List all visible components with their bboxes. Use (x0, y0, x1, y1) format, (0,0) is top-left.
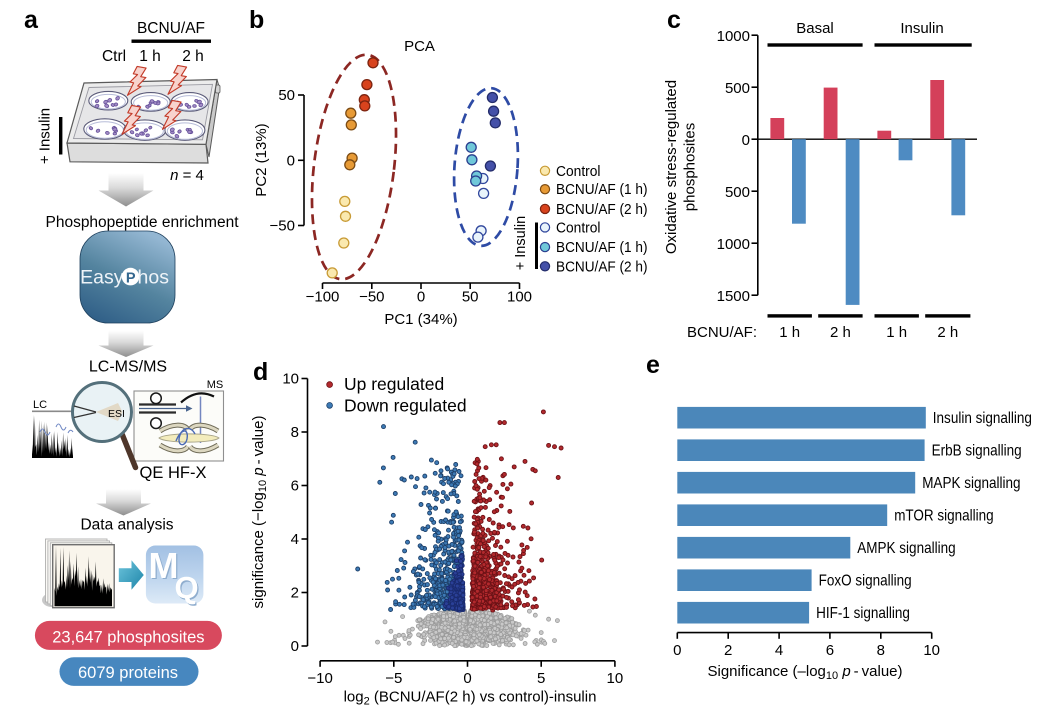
svg-text:2 h: 2 h (830, 324, 851, 341)
svg-text:hos: hos (138, 267, 170, 289)
svg-text:Phosphopeptide enrichment: Phosphopeptide enrichment (45, 214, 239, 231)
svg-text:phosphosites: phosphosites (682, 123, 699, 211)
svg-text:100: 100 (507, 289, 532, 306)
svg-text:1000: 1000 (717, 28, 750, 45)
svg-text:d: d (253, 358, 268, 386)
svg-text:0: 0 (673, 642, 681, 659)
svg-text:50: 50 (278, 87, 295, 104)
svg-text:1500: 1500 (717, 288, 750, 305)
svg-text:Control: Control (556, 220, 601, 236)
svg-text:LC: LC (33, 399, 47, 411)
svg-text:b: b (249, 6, 264, 34)
svg-text:Basal: Basal (796, 20, 834, 37)
svg-text:Control: Control (556, 164, 601, 180)
svg-text:mTOR signalling: mTOR signalling (894, 507, 994, 524)
svg-text:a: a (24, 6, 39, 34)
svg-text:8: 8 (291, 424, 299, 441)
svg-text:2 h: 2 h (937, 324, 958, 341)
svg-text:2: 2 (724, 642, 732, 659)
svg-text:Up regulated: Up regulated (344, 374, 444, 394)
svg-text:+ Insulin: + Insulin (513, 216, 529, 270)
svg-text:Easy: Easy (80, 267, 124, 289)
svg-text:Insulin: Insulin (900, 20, 943, 37)
svg-text:Q: Q (176, 571, 200, 606)
svg-text:0: 0 (742, 132, 750, 149)
svg-text:BCNU/AF (2 h): BCNU/AF (2 h) (556, 202, 648, 218)
svg-text:Down regulated: Down regulated (344, 395, 467, 415)
svg-text:BCNU/AF (1 h): BCNU/AF (1 h) (556, 240, 648, 256)
svg-text:PC2 (13%): PC2 (13%) (253, 123, 270, 196)
svg-text:2: 2 (291, 585, 299, 602)
svg-text:BCNU/AF (1 h): BCNU/AF (1 h) (556, 182, 648, 198)
svg-text:Oxidative stress-regulated: Oxidative stress-regulated (663, 80, 680, 254)
svg-text:−5: −5 (385, 670, 402, 687)
svg-text:M: M (149, 545, 179, 586)
svg-text:FoxO signalling: FoxO signalling (819, 572, 912, 589)
svg-text:QE HF-X: QE HF-X (140, 464, 207, 482)
svg-text:1 h: 1 h (139, 48, 161, 65)
svg-text:AMPK signalling: AMPK signalling (857, 540, 955, 557)
svg-text:Data analysis: Data analysis (80, 517, 173, 534)
svg-text:Significance (–log10 p - value: Significance (–log10 p - value) (707, 663, 902, 682)
svg-text:Q: Q (174, 570, 198, 605)
svg-text:BCNU/AF (2 h): BCNU/AF (2 h) (556, 259, 648, 275)
svg-text:MAPK signalling: MAPK signalling (922, 475, 1020, 492)
svg-text:1 h: 1 h (779, 324, 800, 341)
svg-text:1000: 1000 (717, 236, 750, 253)
svg-text:HIF-1 signalling: HIF-1 signalling (816, 605, 910, 622)
svg-text:−50: −50 (359, 289, 384, 306)
svg-text:Ctrl: Ctrl (102, 48, 126, 65)
svg-text:4: 4 (775, 642, 783, 659)
svg-text:50: 50 (462, 289, 479, 306)
svg-text:log2 (BCNU/AF(2 h) vs control): log2 (BCNU/AF(2 h) vs control)-insulin (344, 689, 597, 708)
svg-text:0: 0 (291, 638, 299, 655)
svg-text:LC-MS/MS: LC-MS/MS (89, 359, 167, 376)
svg-text:P: P (126, 270, 136, 286)
svg-text:6: 6 (826, 642, 834, 659)
svg-text:23,647 phosphosites: 23,647 phosphosites (52, 629, 204, 647)
svg-text:4: 4 (291, 531, 299, 548)
svg-text:10: 10 (282, 371, 299, 388)
svg-text:8: 8 (877, 642, 885, 659)
svg-text:0: 0 (417, 289, 425, 306)
svg-text:M: M (150, 546, 180, 587)
svg-text:n = 4: n = 4 (170, 167, 204, 184)
svg-text:2 h: 2 h (182, 48, 204, 65)
svg-text:c: c (667, 6, 681, 34)
svg-text:Insulin signalling: Insulin signalling (933, 410, 1032, 427)
svg-text:BCNU/AF:: BCNU/AF: (687, 324, 757, 341)
svg-text:1 h: 1 h (886, 324, 907, 341)
svg-text:PC1 (34%): PC1 (34%) (384, 311, 457, 328)
svg-text:0: 0 (287, 152, 295, 169)
svg-text:PCA: PCA (404, 38, 435, 55)
svg-text:10: 10 (923, 642, 940, 659)
svg-text:BCNU/AF: BCNU/AF (137, 20, 205, 37)
svg-text:e: e (646, 351, 660, 379)
svg-text:+ Insulin: + Insulin (37, 108, 54, 164)
svg-text:6079 proteins: 6079 proteins (78, 664, 178, 682)
svg-text:0: 0 (463, 670, 471, 687)
svg-text:−100: −100 (306, 289, 340, 306)
svg-text:500: 500 (725, 80, 750, 97)
svg-text:−50: −50 (270, 218, 295, 235)
svg-text:ESI: ESI (108, 408, 125, 420)
svg-text:10: 10 (607, 670, 624, 687)
svg-text:500: 500 (725, 184, 750, 201)
svg-text:6: 6 (291, 478, 299, 495)
svg-text:5: 5 (537, 670, 545, 687)
svg-text:significance (−log10 p - value: significance (−log10 p - value) (250, 416, 269, 609)
svg-text:MS: MS (207, 379, 224, 391)
svg-text:−10: −10 (307, 670, 332, 687)
svg-text:ErbB signalling: ErbB signalling (932, 442, 1022, 459)
